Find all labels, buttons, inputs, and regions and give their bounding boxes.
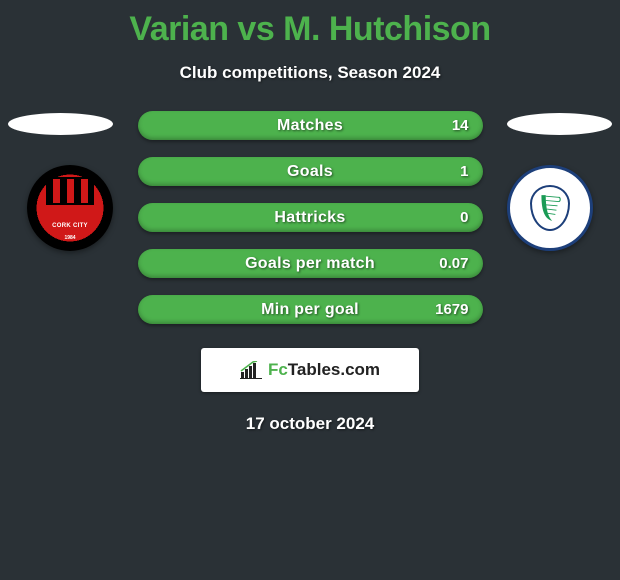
- stat-value: 0: [460, 209, 468, 226]
- stat-value: 0.07: [439, 255, 468, 272]
- stat-row-gpm: Goals per match 0.07: [138, 249, 483, 278]
- branding-suffix: Tables.com: [288, 360, 380, 379]
- page-subtitle: Club competitions, Season 2024: [0, 63, 620, 83]
- bar-chart-icon: [240, 361, 262, 379]
- branding-badge: FcTables.com: [201, 348, 419, 392]
- harp-icon: [537, 193, 563, 223]
- branding-prefix: Fc: [268, 360, 288, 379]
- page-title: Varian vs M. Hutchison: [0, 0, 620, 49]
- stat-label: Matches: [277, 117, 343, 135]
- stat-row-hattricks: Hattricks 0: [138, 203, 483, 232]
- stat-value: 1679: [435, 301, 468, 318]
- stat-row-goals: Goals 1: [138, 157, 483, 186]
- branding-text: FcTables.com: [268, 360, 380, 380]
- comparison-arena: 1984 Matches 14 Goals 1 Hattricks 0 Goal…: [0, 111, 620, 434]
- stat-label: Hattricks: [274, 209, 345, 227]
- stat-row-mpg: Min per goal 1679: [138, 295, 483, 324]
- stat-value: 1: [460, 163, 468, 180]
- platform-left: [8, 113, 113, 135]
- stat-label: Goals: [287, 163, 333, 181]
- team-logo-left: 1984: [27, 165, 113, 251]
- footer-date: 17 october 2024: [0, 414, 620, 434]
- stat-value: 14: [452, 117, 469, 134]
- stat-label: Goals per match: [245, 255, 375, 273]
- stat-label: Min per goal: [261, 301, 359, 319]
- left-logo-sub: 1984: [64, 235, 75, 241]
- stats-list: Matches 14 Goals 1 Hattricks 0 Goals per…: [138, 111, 483, 324]
- team-logo-right: [507, 165, 593, 251]
- stat-row-matches: Matches 14: [138, 111, 483, 140]
- platform-right: [507, 113, 612, 135]
